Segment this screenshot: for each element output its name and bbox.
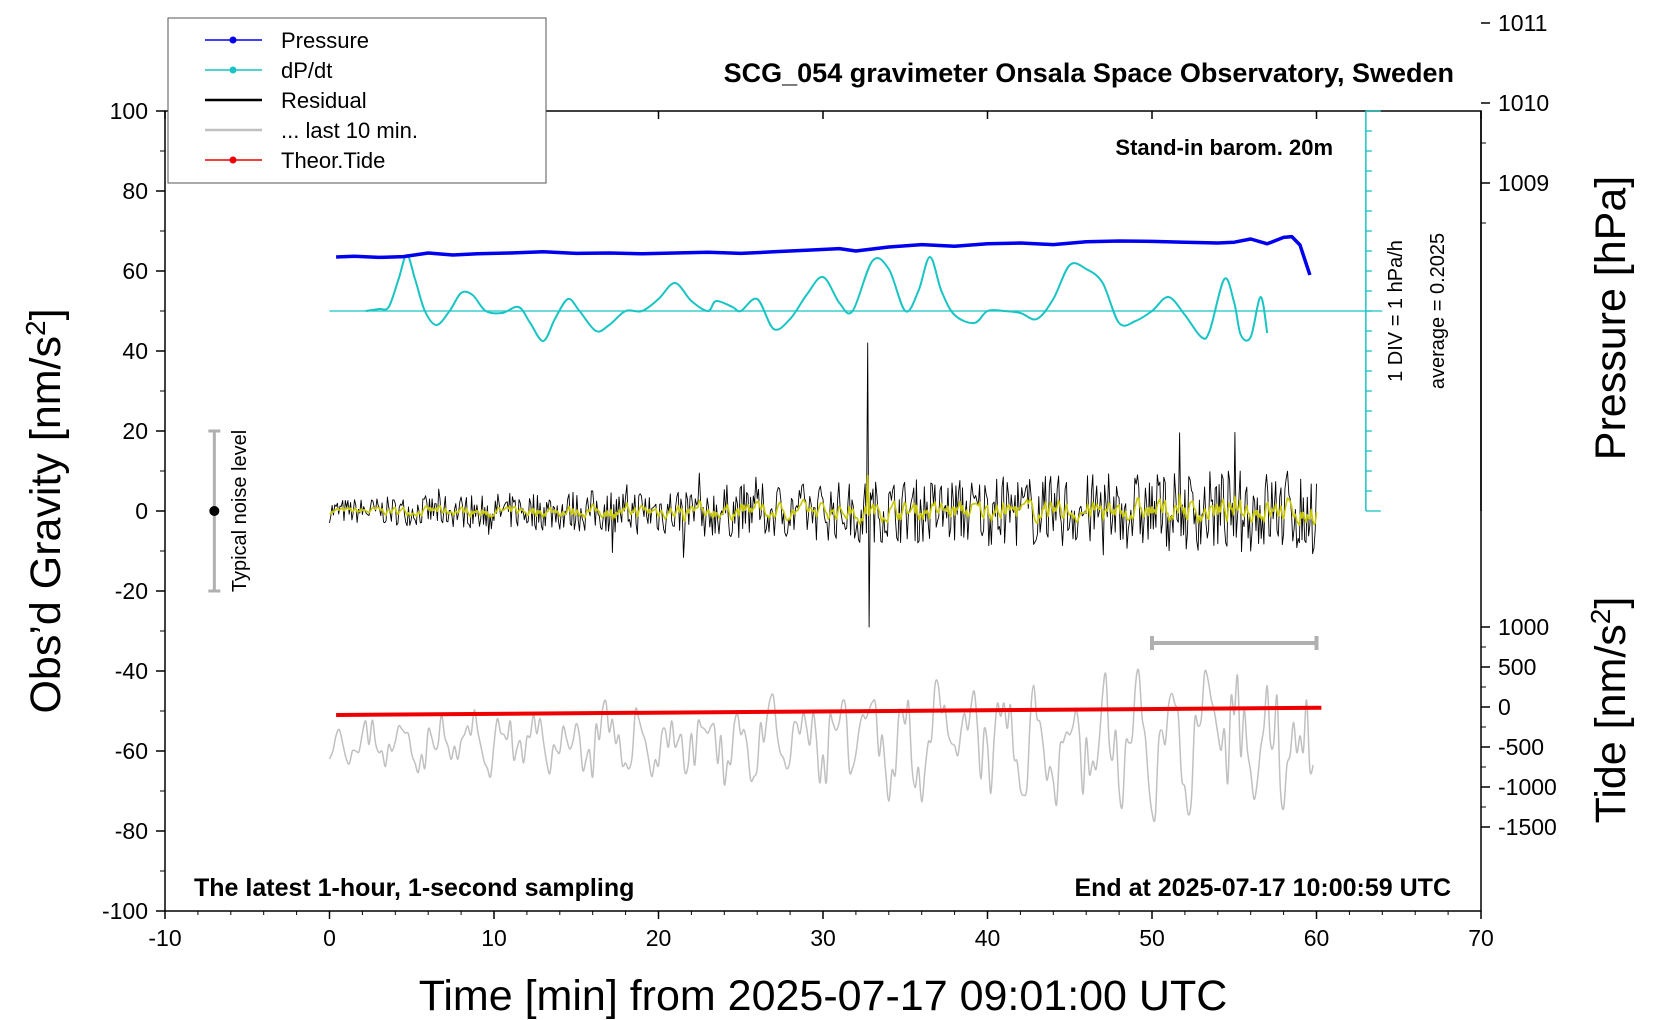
y-tick-label: 60 [122, 258, 148, 284]
tide-tick-label: -1000 [1498, 774, 1557, 800]
y-tick-label: -100 [102, 898, 148, 924]
pressure-tick-label: 1010 [1498, 90, 1549, 116]
y-tick-label: 100 [110, 98, 148, 124]
y-axis-pressure-label: Pressure [hPa] [1587, 176, 1635, 460]
y-axis-left-label-sup: 2 [20, 320, 51, 336]
tide-tick-label: -500 [1498, 734, 1544, 760]
dpdt-div-label: 1 DIV = 1 hPa/h [1385, 240, 1407, 382]
legend-label: Residual [281, 88, 367, 113]
x-tick-label: 20 [646, 925, 672, 951]
legend-marker [229, 156, 237, 164]
tide-tick-label: 1000 [1498, 614, 1549, 640]
dpdt-average-label: average = 0.2025 [1427, 233, 1449, 389]
sampling-note: The latest 1-hour, 1-second sampling [194, 874, 634, 902]
tide-tick-label: 0 [1498, 694, 1511, 720]
barometer-note: Stand-in barom. 20m [1115, 135, 1333, 160]
legend-items: Pressure dP/dt Residual ... last 10 min. The… [205, 28, 418, 173]
x-tick-label: 40 [975, 925, 1001, 951]
last-10-min-series [328, 668, 1314, 823]
noise-level-label: Typical noise level [229, 430, 251, 592]
x-tick-label: 50 [1139, 925, 1165, 951]
y-axis-left-label-close: ] [22, 308, 70, 320]
tide-tick-label: -1500 [1498, 814, 1557, 840]
y-axis-left-label-main: Obs’d Gravity [nm/s [22, 336, 70, 714]
legend-label: dP/dt [281, 58, 332, 83]
axes-layer: -10 0 10 20 30 40 50 60 70-100-80-60-40-20020406… [102, 10, 1557, 951]
series-layer [328, 234, 1322, 823]
y-tick-label: 20 [122, 418, 148, 444]
pressure-tick-label: 1011 [1498, 10, 1547, 36]
chart-title: SCG_054 gravimeter Onsala Space Observat… [724, 58, 1454, 88]
y-axis-tide-label-sup: 2 [1585, 609, 1616, 625]
y-tick-label: 0 [135, 498, 148, 524]
tide-series [336, 705, 1322, 717]
tide-tick-label: 500 [1498, 654, 1536, 680]
residual-series [329, 342, 1317, 628]
legend-marker [229, 36, 237, 44]
pressure-series [336, 234, 1312, 276]
dpdt-series [365, 253, 1269, 342]
y-tick-label: -20 [115, 578, 148, 604]
end-time-note: End at 2025-07-17 10:00:59 UTC [1074, 874, 1451, 902]
legend-label: ... last 10 min. [281, 118, 418, 143]
legend-label: Pressure [281, 28, 369, 53]
x-tick-label: 30 [810, 925, 836, 951]
residual-smoothed-series [329, 474, 1318, 526]
legend-marker [229, 66, 237, 74]
pressure-tick-label: 1009 [1498, 170, 1549, 196]
y-tick-label: 40 [122, 338, 148, 364]
x-tick-label: 60 [1304, 925, 1330, 951]
x-tick-label: 70 [1468, 925, 1494, 951]
legend-label: Theor.Tide [281, 148, 385, 173]
legend: Pressure dP/dt Residual ... last 10 min. The… [167, 17, 547, 184]
y-tick-label: -80 [115, 818, 148, 844]
y-axis-tide-label-close: ] [1587, 597, 1635, 609]
y-tick-label: -40 [115, 658, 148, 684]
x-axis-label: Time [min] from 2025-07-17 09:01:00 UTC [419, 972, 1228, 1020]
x-tick-label: -10 [148, 925, 181, 951]
y-axis-left-label: Obs’d Gravity [nm/s2] [20, 308, 71, 713]
y-axis-tide-label: Tide [nm/s2] [1585, 597, 1636, 824]
y-axis-tide-label-main: Tide [nm/s [1587, 624, 1635, 823]
x-tick-label: 0 [323, 925, 336, 951]
x-tick-label: 10 [481, 925, 507, 951]
y-tick-label: 80 [122, 178, 148, 204]
y-tick-label: -60 [115, 738, 148, 764]
noise-level-dot [209, 506, 220, 516]
